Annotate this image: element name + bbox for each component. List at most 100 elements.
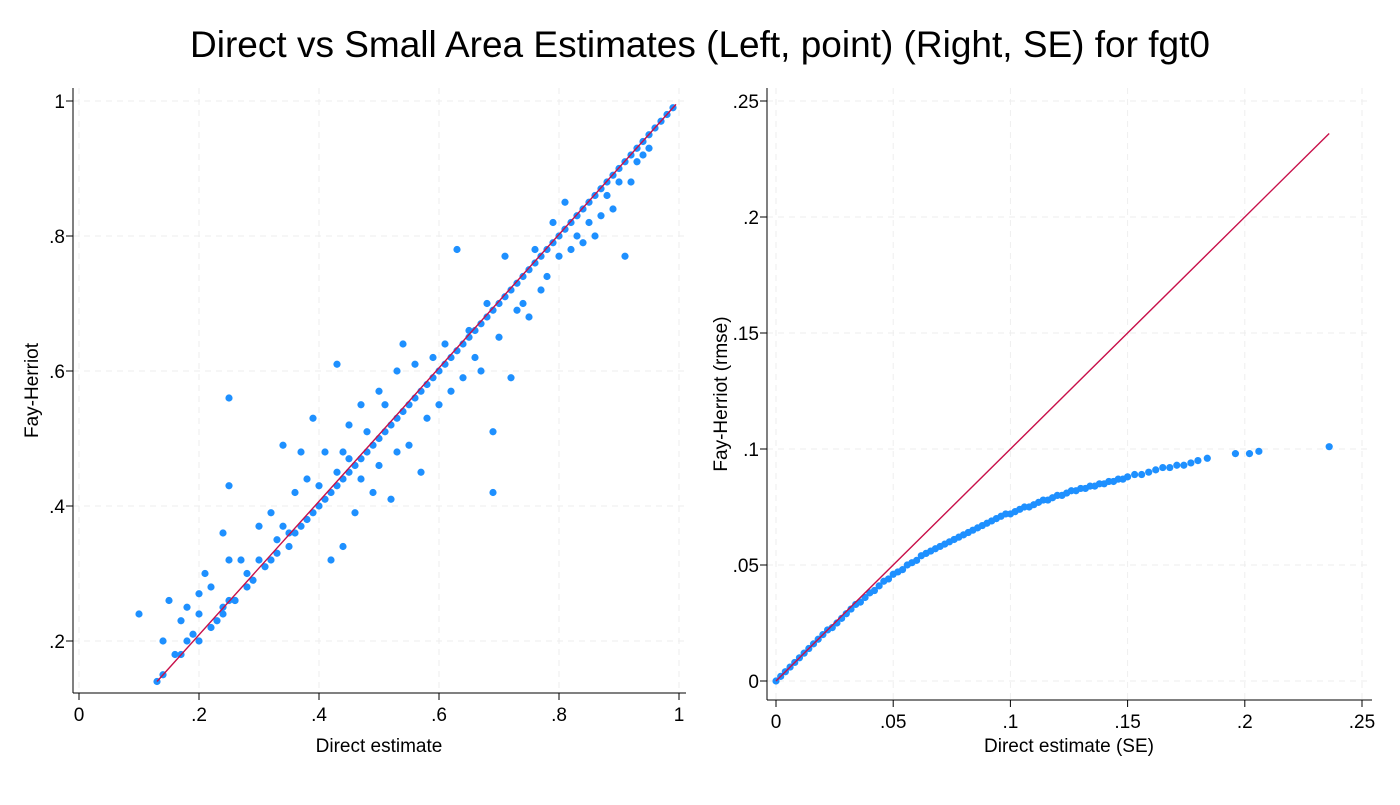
scatter-point xyxy=(363,448,371,456)
scatter-point xyxy=(345,421,353,429)
scatter-point xyxy=(177,617,185,625)
scatter-point xyxy=(267,509,275,517)
scatter-point xyxy=(273,536,281,544)
x-tick-label: .15 xyxy=(1114,712,1140,733)
scatter-point xyxy=(870,586,879,595)
x-tick-label: 0 xyxy=(771,712,782,733)
y-tick-label: 0 xyxy=(748,672,759,693)
scatter-point xyxy=(213,617,221,625)
scatter-point xyxy=(573,212,581,220)
scatter-point xyxy=(627,178,635,186)
scatter-point xyxy=(225,556,233,564)
scatter-point xyxy=(375,461,383,470)
scatter-point xyxy=(555,232,563,240)
scatter-point xyxy=(1231,450,1240,458)
scatter-point xyxy=(555,252,563,260)
scatter-point xyxy=(483,299,491,308)
scatter-point xyxy=(561,198,569,206)
scatter-point xyxy=(297,522,305,530)
scatter-point xyxy=(345,468,353,476)
scatter-point xyxy=(898,566,907,574)
scatter-point xyxy=(345,455,353,463)
x-tick-label: .1 xyxy=(1002,712,1018,733)
y-tick-label: .2 xyxy=(743,208,759,229)
y-axis-label: Fay-Herriot (rmse) xyxy=(711,316,732,471)
scatter-point xyxy=(465,333,473,341)
scatter-point xyxy=(369,488,377,497)
x-tick-label: .2 xyxy=(1237,712,1253,733)
scatter-point xyxy=(339,542,347,551)
x-tick-label: .8 xyxy=(551,705,567,726)
scatter-point xyxy=(549,239,557,247)
scatter-point xyxy=(321,448,329,456)
scatter-point xyxy=(351,461,359,470)
scatter-point xyxy=(405,441,413,449)
chart-title: Direct vs Small Area Estimates (Left, po… xyxy=(190,24,1210,65)
scatter-point xyxy=(1173,461,1181,469)
scatter-point xyxy=(285,529,293,537)
scatter-point xyxy=(255,522,263,530)
scatter-point xyxy=(291,488,299,497)
scatter-point xyxy=(567,218,575,227)
scatter-point xyxy=(507,286,515,294)
scatter-point xyxy=(501,293,509,301)
scatter-point xyxy=(381,401,389,409)
scatter-point xyxy=(875,582,883,590)
scatter-point xyxy=(165,596,173,605)
scatter-point xyxy=(327,556,335,564)
scatter-point xyxy=(351,509,359,517)
reference-line xyxy=(775,132,1330,682)
scatter-point xyxy=(573,232,581,240)
scatter-point xyxy=(507,374,515,382)
scatter-point xyxy=(183,603,191,611)
reference-line xyxy=(156,103,677,682)
scatter-point xyxy=(1138,470,1146,479)
scatter-point xyxy=(369,441,377,449)
scatter-point xyxy=(1145,468,1153,476)
y-tick-label: .25 xyxy=(733,92,759,113)
scatter-point xyxy=(171,650,179,659)
scatter-point xyxy=(489,306,497,314)
scatter-point xyxy=(633,158,641,166)
x-tick-label: 1 xyxy=(674,705,685,726)
y-axis-label: Fay-Herriot xyxy=(22,342,43,438)
scatter-point xyxy=(639,151,647,159)
scatter-point xyxy=(195,637,203,645)
scatter-point xyxy=(183,637,191,645)
scatter-point xyxy=(1245,450,1254,458)
scatter-point xyxy=(884,575,893,583)
scatter-point xyxy=(315,482,323,490)
scatter-point xyxy=(621,252,629,260)
scatter-point xyxy=(1255,447,1263,455)
scatter-point xyxy=(135,610,143,618)
scatter-point xyxy=(591,232,599,240)
scatter-point xyxy=(399,340,407,348)
scatter-point xyxy=(303,475,311,483)
scatter-point xyxy=(585,218,593,227)
scatter-point xyxy=(1194,457,1202,465)
scatter-point xyxy=(471,326,479,335)
scatter-point xyxy=(477,320,485,328)
x-tick-label: .4 xyxy=(311,705,327,726)
scatter-point xyxy=(225,482,233,490)
x-tick-label: .05 xyxy=(880,712,906,733)
y-tick-label: .05 xyxy=(733,556,759,577)
scatter-point xyxy=(495,299,503,308)
scatter-point xyxy=(525,266,533,274)
scatter-point xyxy=(231,596,239,605)
scatter-point xyxy=(1124,473,1132,481)
x-axis-label: Direct estimate xyxy=(316,736,443,757)
scatter-point xyxy=(531,245,539,254)
scatter-point xyxy=(393,448,401,456)
scatter-point xyxy=(435,401,443,409)
scatter-point xyxy=(375,434,383,443)
scatter-point xyxy=(847,605,855,613)
scatter-point xyxy=(357,455,365,463)
scatter-point xyxy=(483,313,491,321)
scatter-point xyxy=(1131,470,1139,479)
scatter-point xyxy=(249,576,257,584)
scatter-point xyxy=(489,428,497,436)
scatter-point xyxy=(1203,454,1211,462)
